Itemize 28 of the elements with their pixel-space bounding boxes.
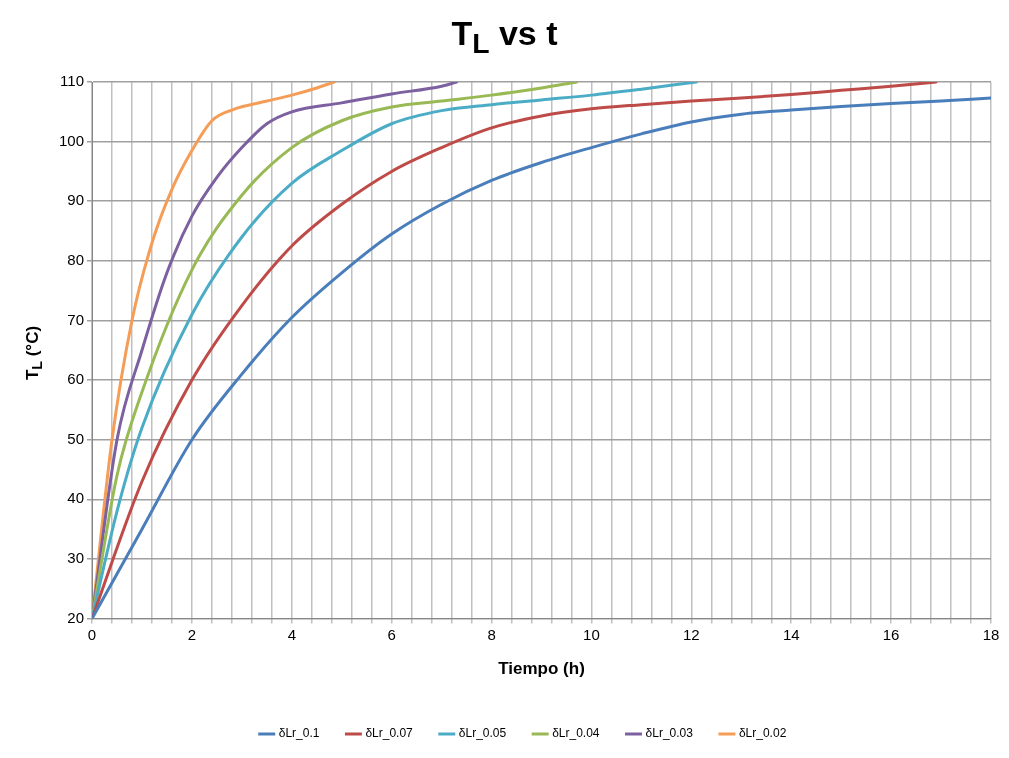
y-tick-label: 50 bbox=[67, 429, 85, 447]
x-tick-label: 16 bbox=[882, 625, 900, 643]
x-tick-label: 14 bbox=[782, 625, 800, 643]
x-tick-label: 4 bbox=[287, 625, 296, 643]
y-tick-label: 80 bbox=[67, 251, 85, 269]
x-tick-label: 10 bbox=[583, 625, 600, 643]
y-tick-label: 70 bbox=[67, 310, 85, 328]
legend-label: δLr_0.1 bbox=[278, 726, 320, 741]
y-tick-label: 100 bbox=[59, 131, 85, 149]
legend-label: δLr_0.02 bbox=[738, 726, 787, 741]
y-tick-label: 30 bbox=[67, 549, 85, 567]
x-tick-label: 18 bbox=[982, 625, 1000, 643]
x-tick-label: 6 bbox=[387, 625, 396, 643]
x-tick-label: 8 bbox=[487, 625, 496, 643]
legend-label: δLr_0.07 bbox=[365, 726, 414, 741]
x-axis-title: Tiempo (h) bbox=[498, 659, 585, 679]
y-tick-label: 40 bbox=[67, 489, 85, 507]
legend-label: δLr_0.04 bbox=[552, 726, 600, 741]
y-tick-label: 110 bbox=[60, 72, 85, 90]
x-tick-label: 12 bbox=[683, 625, 700, 643]
chart-title: T$_{L}$ vs t bbox=[450, 14, 559, 60]
legend-label: δLr_0.05 bbox=[458, 726, 507, 741]
y-tick-label: 20 bbox=[67, 608, 85, 626]
y-tick-label: 90 bbox=[67, 191, 85, 209]
legend-label: δLr_0.03 bbox=[645, 726, 694, 741]
y-tick-label: 60 bbox=[67, 370, 85, 388]
x-tick-label: 0 bbox=[87, 625, 97, 643]
x-tick-label: 2 bbox=[187, 625, 197, 643]
